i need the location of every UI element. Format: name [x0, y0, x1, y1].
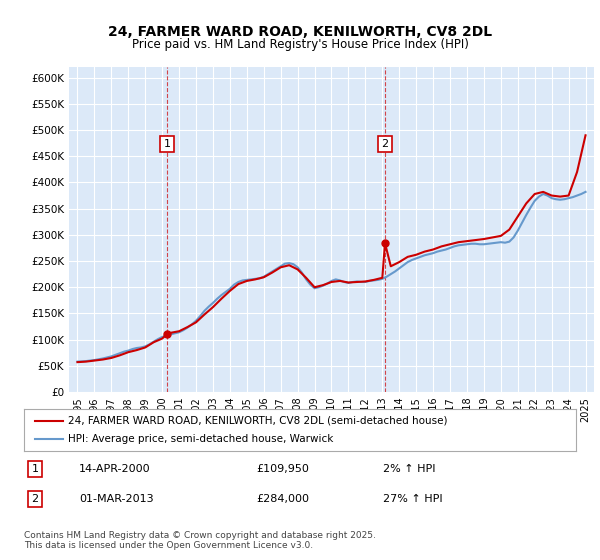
- Text: Contains HM Land Registry data © Crown copyright and database right 2025.
This d: Contains HM Land Registry data © Crown c…: [24, 531, 376, 550]
- Text: 1: 1: [32, 464, 38, 474]
- Text: 27% ↑ HPI: 27% ↑ HPI: [383, 494, 442, 504]
- Text: 2% ↑ HPI: 2% ↑ HPI: [383, 464, 436, 474]
- Text: 1: 1: [163, 139, 170, 149]
- Text: £284,000: £284,000: [256, 494, 309, 504]
- Text: 2: 2: [382, 139, 389, 149]
- Point: [380, 239, 390, 248]
- Text: £109,950: £109,950: [256, 464, 309, 474]
- Text: 24, FARMER WARD ROAD, KENILWORTH, CV8 2DL: 24, FARMER WARD ROAD, KENILWORTH, CV8 2D…: [108, 25, 492, 39]
- Text: 01-MAR-2013: 01-MAR-2013: [79, 494, 154, 504]
- Text: 14-APR-2000: 14-APR-2000: [79, 464, 151, 474]
- Text: Price paid vs. HM Land Registry's House Price Index (HPI): Price paid vs. HM Land Registry's House …: [131, 38, 469, 51]
- Text: 2: 2: [31, 494, 38, 504]
- Text: 24, FARMER WARD ROAD, KENILWORTH, CV8 2DL (semi-detached house): 24, FARMER WARD ROAD, KENILWORTH, CV8 2D…: [68, 416, 448, 426]
- Text: HPI: Average price, semi-detached house, Warwick: HPI: Average price, semi-detached house,…: [68, 434, 334, 444]
- Point: [162, 330, 172, 339]
